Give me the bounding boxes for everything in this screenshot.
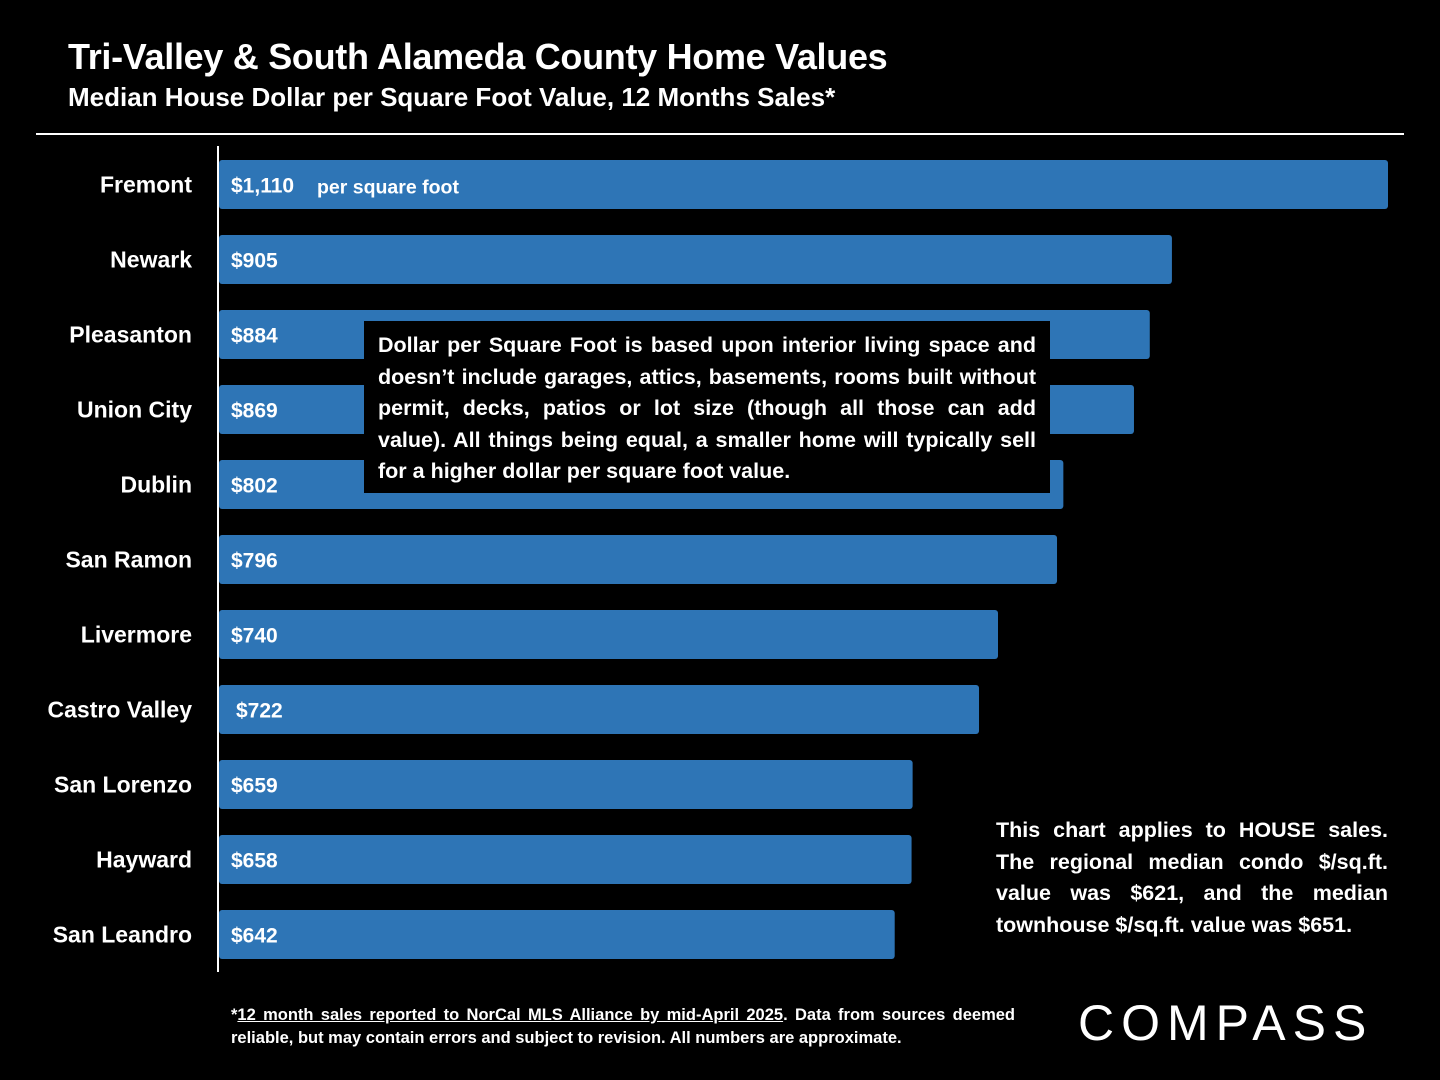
value-label: $869 (231, 400, 278, 423)
category-label: San Leandro (53, 922, 192, 948)
value-label: $905 (231, 250, 278, 273)
value-label: $740 (231, 625, 278, 648)
category-label: San Lorenzo (54, 772, 192, 798)
footnote-prefix: * (231, 1006, 238, 1024)
footnote-source: 12 month sales reported to NorCal MLS Al… (237, 1006, 784, 1024)
value-label: $642 (231, 925, 278, 948)
category-label: Union City (77, 397, 192, 423)
category-label: Hayward (96, 847, 192, 873)
chart-subtitle: Median House Dollar per Square Foot Valu… (68, 82, 836, 112)
bar-newark (219, 235, 1172, 284)
bar-fremont (219, 160, 1388, 209)
value-label: $1,110 (231, 175, 294, 198)
category-label: San Ramon (65, 547, 192, 573)
footnote-rest: . Data from sources deemed reliable, but… (231, 1006, 1015, 1047)
category-label: Dublin (120, 472, 192, 498)
bar-castro-valley (219, 685, 980, 734)
category-label: Livermore (81, 622, 192, 648)
value-label-suffix: per square foot (317, 177, 459, 199)
footnote: *12 month sales reported to NorCal MLS A… (231, 1004, 1015, 1050)
chart-title: Tri-Valley & South Alameda County Home V… (68, 36, 888, 77)
bar-hayward (219, 835, 912, 884)
bar-san-ramon (219, 535, 1058, 584)
category-label: Newark (110, 247, 192, 273)
value-label: $659 (231, 775, 278, 798)
compass-logo: COMPASS (1078, 995, 1374, 1051)
side-note: This chart applies to HOUSE sales. The r… (996, 818, 1388, 937)
value-label: $802 (231, 475, 278, 498)
title-divider (36, 133, 1404, 135)
bar-san-lorenzo (219, 760, 913, 809)
bar-san-leandro (219, 910, 895, 959)
value-label: $658 (231, 850, 278, 873)
value-label: $884 (231, 325, 278, 348)
value-label: $722 (236, 700, 283, 723)
info-box: Dollar per Square Foot is based upon int… (364, 321, 1050, 493)
bar-livermore (219, 610, 998, 659)
value-label: $796 (231, 550, 278, 573)
category-label: Pleasanton (69, 322, 192, 348)
category-label: Fremont (100, 172, 192, 198)
category-label: Castro Valley (48, 697, 193, 723)
